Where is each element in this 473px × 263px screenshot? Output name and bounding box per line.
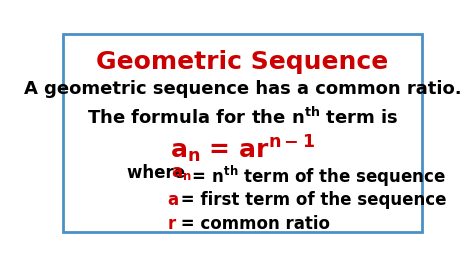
Text: = n$^{\mathregular{th}}$ term of the sequence: = n$^{\mathregular{th}}$ term of the seq… [185, 164, 446, 189]
FancyBboxPatch shape [63, 34, 422, 232]
Text: = first term of the sequence: = first term of the sequence [175, 190, 446, 209]
Text: A geometric sequence has a common ratio.: A geometric sequence has a common ratio. [24, 80, 461, 98]
Text: = common ratio: = common ratio [175, 215, 330, 233]
Text: where: where [127, 164, 191, 182]
Text: Geometric Sequence: Geometric Sequence [96, 50, 388, 74]
Text: a: a [167, 190, 178, 209]
Text: a$_{\mathregular{n}}$ = ar$^{\mathregular{n-1}}$: a$_{\mathregular{n}}$ = ar$^{\mathregula… [170, 134, 315, 165]
Text: a$_{\mathregular{n}}$: a$_{\mathregular{n}}$ [171, 164, 192, 182]
Text: The formula for the n$^{\mathregular{th}}$ term is: The formula for the n$^{\mathregular{th}… [87, 107, 398, 128]
Text: r: r [167, 215, 175, 233]
